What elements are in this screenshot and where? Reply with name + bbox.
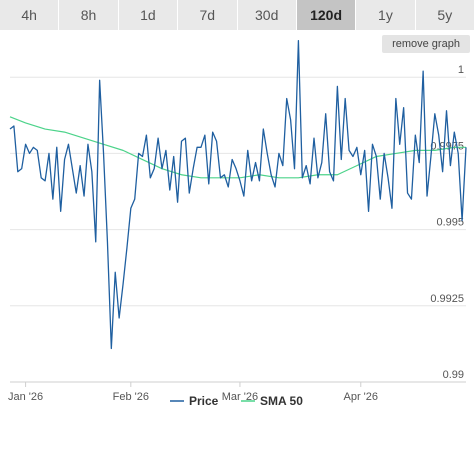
tab-120d[interactable]: 120d	[296, 0, 357, 30]
legend-sma-50: SMA 50	[241, 394, 303, 408]
x-tick-label: Mar '26	[222, 391, 258, 403]
x-tick-label: Apr '26	[344, 391, 379, 403]
tab-1y[interactable]: 1y	[356, 0, 416, 30]
legend-price: Price	[170, 394, 219, 408]
tab-8h[interactable]: 8h	[59, 0, 119, 30]
tab-7d[interactable]: 7d	[178, 0, 238, 30]
tab-4h[interactable]: 4h	[0, 0, 60, 30]
timeframe-tabs: 4h 8h 1d 7d 30d 120d 1y 5y	[0, 0, 474, 30]
tab-30d[interactable]: 30d	[237, 0, 297, 30]
price-series-line	[9, 40, 467, 350]
y-tick-label: 1	[458, 64, 464, 76]
legend-price-label: Price	[189, 394, 219, 408]
y-tick-label: 0.995	[436, 217, 464, 229]
legend-sma-50-label: SMA 50	[260, 394, 303, 408]
y-tick-label: 0.99	[443, 369, 464, 381]
x-tick-label: Feb '26	[113, 391, 149, 403]
sma-50-series-line	[9, 116, 466, 179]
tab-5y[interactable]: 5y	[415, 0, 474, 30]
x-tick-label: Jan '26	[8, 391, 43, 403]
remove-graph-button[interactable]: remove graph	[382, 35, 470, 53]
tab-1d[interactable]: 1d	[118, 0, 179, 30]
y-tick-label: 0.9925	[430, 293, 464, 305]
